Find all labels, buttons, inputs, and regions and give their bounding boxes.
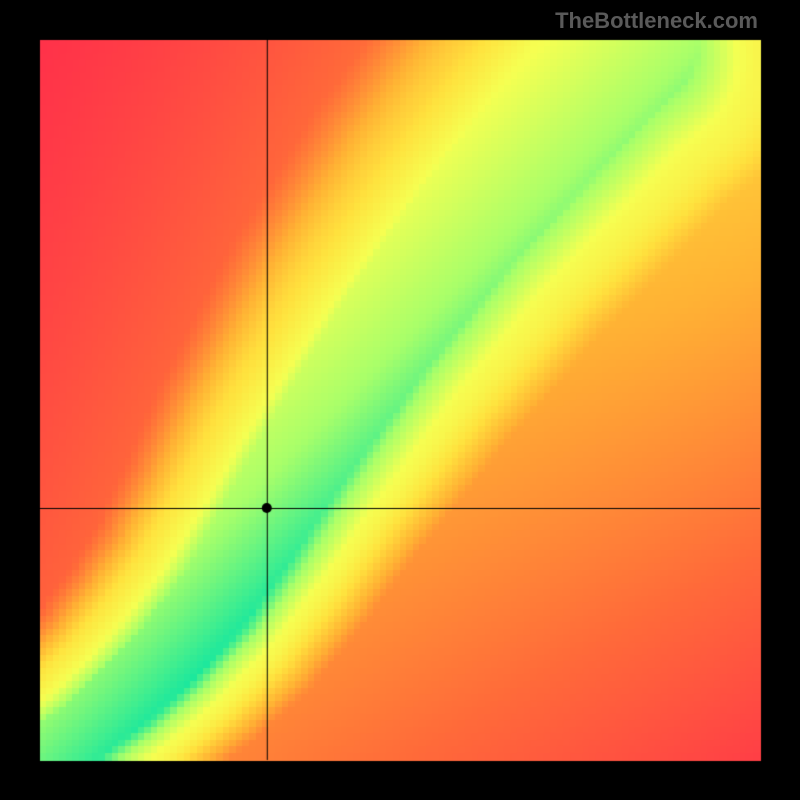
chart-root: TheBottleneck.com [0,0,800,800]
heatmap-canvas [0,0,800,800]
watermark-text: TheBottleneck.com [555,8,758,34]
